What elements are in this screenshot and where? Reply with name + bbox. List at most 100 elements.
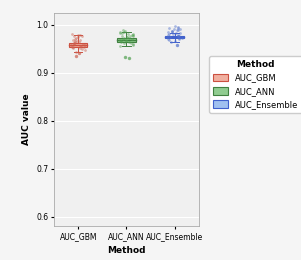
Point [166, 30, 171, 34]
Point [127, 40, 132, 44]
Point [122, 30, 126, 34]
Point [77, 51, 82, 56]
Point [166, 32, 171, 37]
Point [121, 36, 126, 40]
Point [125, 35, 129, 39]
Point [179, 36, 184, 41]
Point [124, 35, 129, 40]
Point [130, 31, 135, 36]
Point [76, 40, 81, 44]
Point [175, 26, 180, 30]
Point [123, 55, 128, 59]
Point [126, 36, 131, 41]
Point [77, 46, 82, 50]
Point [80, 34, 85, 38]
Point [79, 47, 84, 51]
Point [118, 40, 123, 44]
Point [77, 44, 82, 48]
Point [166, 37, 171, 41]
Point [131, 42, 135, 46]
Bar [166, 36, 184, 38]
Point [124, 38, 129, 42]
Point [168, 35, 173, 40]
Legend: AUC_GBM, AUC_ANN, AUC_Ensemble: AUC_GBM, AUC_ANN, AUC_Ensemble [209, 56, 301, 113]
Point [165, 35, 170, 39]
Point [169, 40, 174, 44]
Point [130, 37, 135, 41]
Point [117, 38, 122, 42]
Point [72, 34, 76, 38]
Point [177, 31, 182, 35]
Point [167, 38, 172, 42]
Point [73, 54, 78, 58]
Point [74, 36, 79, 41]
Point [177, 37, 182, 41]
Point [173, 39, 178, 43]
X-axis label: Method: Method [107, 246, 146, 255]
Point [118, 44, 123, 48]
Point [74, 50, 79, 54]
Point [174, 28, 179, 32]
Point [77, 38, 82, 42]
Y-axis label: AUC value: AUC value [22, 94, 31, 145]
Point [130, 32, 135, 37]
Point [175, 34, 180, 38]
Point [126, 56, 131, 60]
Point [69, 32, 74, 36]
Point [126, 32, 130, 36]
Point [118, 31, 123, 35]
Point [131, 43, 135, 47]
Point [123, 39, 128, 43]
Point [176, 36, 181, 40]
Point [174, 43, 179, 47]
Point [75, 35, 80, 40]
Point [121, 28, 126, 32]
Point [83, 43, 88, 47]
Point [119, 34, 124, 38]
Point [120, 37, 125, 41]
Point [75, 39, 80, 43]
Point [119, 31, 124, 35]
Point [170, 29, 175, 33]
Point [117, 30, 122, 34]
Point [170, 32, 175, 36]
Point [77, 32, 82, 37]
Point [129, 41, 133, 45]
Point [178, 27, 183, 31]
Point [72, 42, 76, 46]
Bar [69, 43, 87, 47]
Point [169, 29, 174, 33]
Bar [117, 38, 135, 42]
Point [82, 48, 87, 53]
Point [176, 25, 181, 29]
Point [71, 46, 76, 50]
Point [71, 38, 76, 42]
Point [70, 45, 74, 49]
Point [175, 34, 180, 38]
Point [174, 31, 179, 35]
Point [81, 42, 85, 46]
Point [121, 41, 126, 45]
Point [176, 33, 181, 37]
Point [167, 26, 172, 30]
Point [76, 33, 81, 37]
Point [167, 31, 172, 36]
Point [170, 30, 175, 34]
Point [73, 40, 78, 44]
Point [123, 29, 127, 33]
Point [73, 37, 78, 41]
Point [79, 43, 84, 48]
Point [71, 41, 76, 45]
Point [130, 33, 135, 37]
Point [69, 43, 74, 47]
Point [71, 41, 76, 45]
Point [119, 39, 123, 43]
Point [173, 24, 178, 29]
Point [128, 34, 133, 38]
Point [71, 46, 76, 50]
Point [73, 39, 78, 43]
Point [175, 28, 180, 32]
Point [81, 44, 86, 49]
Point [172, 27, 177, 31]
Point [131, 34, 136, 38]
